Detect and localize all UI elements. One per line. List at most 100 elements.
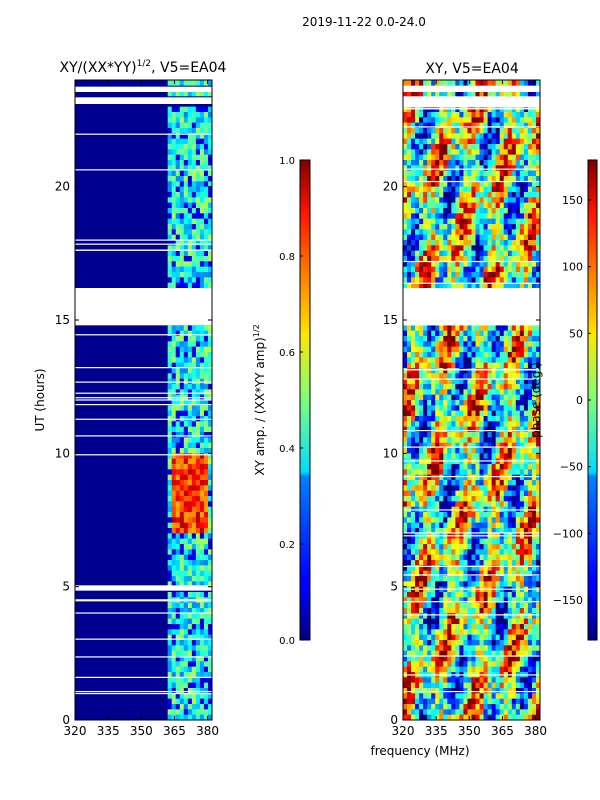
heatmap-cell (499, 245, 505, 251)
heatmap-cell (191, 106, 197, 113)
heatmap-cell (419, 282, 424, 289)
heatmap-cell (203, 384, 209, 390)
heatmap-cell (435, 405, 440, 411)
heatmap-cell (495, 197, 501, 203)
heatmap-cell (439, 640, 444, 646)
heatmap-cell (171, 624, 177, 630)
heatmap-cell (467, 448, 472, 454)
amplitude-ylabel: UT (hours) (33, 368, 47, 431)
heatmap-cell (175, 384, 181, 390)
heatmap-cell (527, 282, 533, 289)
heatmap-cell (435, 581, 440, 587)
heatmap-cell (171, 570, 177, 577)
heatmap-cell (423, 389, 428, 395)
heatmap-cell (495, 362, 501, 369)
heatmap-cell (175, 133, 181, 139)
heatmap-cell (523, 192, 529, 198)
heatmap-cell (459, 133, 464, 139)
heatmap-cell (495, 336, 501, 342)
heatmap-cell (199, 522, 205, 529)
heatmap-cell (427, 496, 432, 502)
heatmap-cell (455, 688, 460, 694)
heatmap-cell (167, 458, 173, 465)
heatmap-cell (407, 330, 412, 337)
heatmap-cell (527, 426, 533, 433)
heatmap-cell (179, 405, 185, 411)
heatmap-cell (443, 565, 448, 571)
heatmap-cell (167, 661, 173, 667)
heatmap-cell (491, 154, 496, 161)
heatmap-cell (439, 378, 444, 385)
heatmap-cell (467, 480, 472, 486)
heatmap-cell (447, 597, 452, 603)
heatmap-cell (443, 634, 448, 641)
heatmap-cell (519, 405, 525, 411)
heatmap-cell (415, 661, 420, 667)
heatmap-cell (403, 554, 408, 561)
heatmap-cell (183, 682, 189, 689)
heatmap-cell (483, 608, 488, 614)
heatmap-cell (515, 282, 521, 289)
heatmap-cell (195, 666, 201, 673)
heatmap-cell (515, 432, 521, 438)
heatmap-cell (523, 277, 529, 283)
heatmap-cell (415, 640, 420, 646)
heatmap-cell (407, 80, 412, 86)
heatmap-cell (467, 432, 472, 438)
heatmap-cell (183, 714, 189, 720)
heatmap-cell (455, 560, 460, 566)
heatmap-cell (203, 613, 209, 619)
heatmap-cell (427, 389, 432, 395)
heatmap-cell (523, 677, 529, 683)
heatmap-cell (167, 245, 173, 251)
heatmap-cell (435, 272, 440, 278)
heatmap-cell (203, 485, 209, 491)
heatmap-cell (519, 154, 525, 161)
heatmap-cell (187, 106, 193, 113)
heatmap-cell (191, 618, 197, 625)
heatmap-cell (423, 208, 428, 214)
heatmap-cell (535, 261, 540, 267)
heatmap-cell (519, 330, 525, 337)
heatmap-cell (187, 330, 193, 337)
heatmap-cell (511, 698, 517, 705)
heatmap-cell (471, 437, 476, 443)
heatmap-cell (167, 709, 173, 715)
heatmap-cell (487, 570, 492, 577)
heatmap-cell (171, 368, 177, 374)
heatmap-cell (471, 352, 476, 358)
heatmap-cell (415, 229, 420, 235)
heatmap-cell (439, 634, 444, 641)
heatmap-cell (471, 613, 476, 619)
heatmap-cell (535, 485, 540, 491)
heatmap-cell (475, 677, 480, 683)
heatmap-cell (435, 437, 440, 443)
heatmap-cell (499, 149, 505, 155)
heatmap-cell (503, 688, 509, 694)
heatmap-cell (447, 448, 452, 454)
heatmap-cell (167, 336, 173, 342)
heatmap-cell (515, 480, 521, 486)
heatmap-cell (511, 192, 517, 198)
heatmap-cell (519, 517, 525, 523)
heatmap-cell (471, 400, 476, 406)
heatmap-cell (451, 186, 456, 193)
heatmap-cell (503, 368, 509, 374)
heatmap-cell (511, 325, 517, 331)
heatmap-cell (507, 442, 513, 449)
heatmap-cell (479, 373, 484, 379)
heatmap-cell (423, 426, 428, 433)
heatmap-cell (435, 565, 440, 571)
heatmap-cell (487, 517, 492, 523)
heatmap-cell (435, 256, 440, 262)
heatmap-cell (531, 218, 537, 225)
heatmap-cell (527, 160, 533, 166)
heatmap-cell (199, 437, 205, 443)
heatmap-cell (467, 138, 472, 145)
heatmap-cell (171, 592, 177, 598)
heatmap-cell (463, 277, 468, 283)
heatmap-cell (499, 160, 505, 166)
heatmap-cell (195, 330, 201, 337)
heatmap-cell (207, 346, 212, 353)
heatmap-cell (479, 165, 484, 171)
